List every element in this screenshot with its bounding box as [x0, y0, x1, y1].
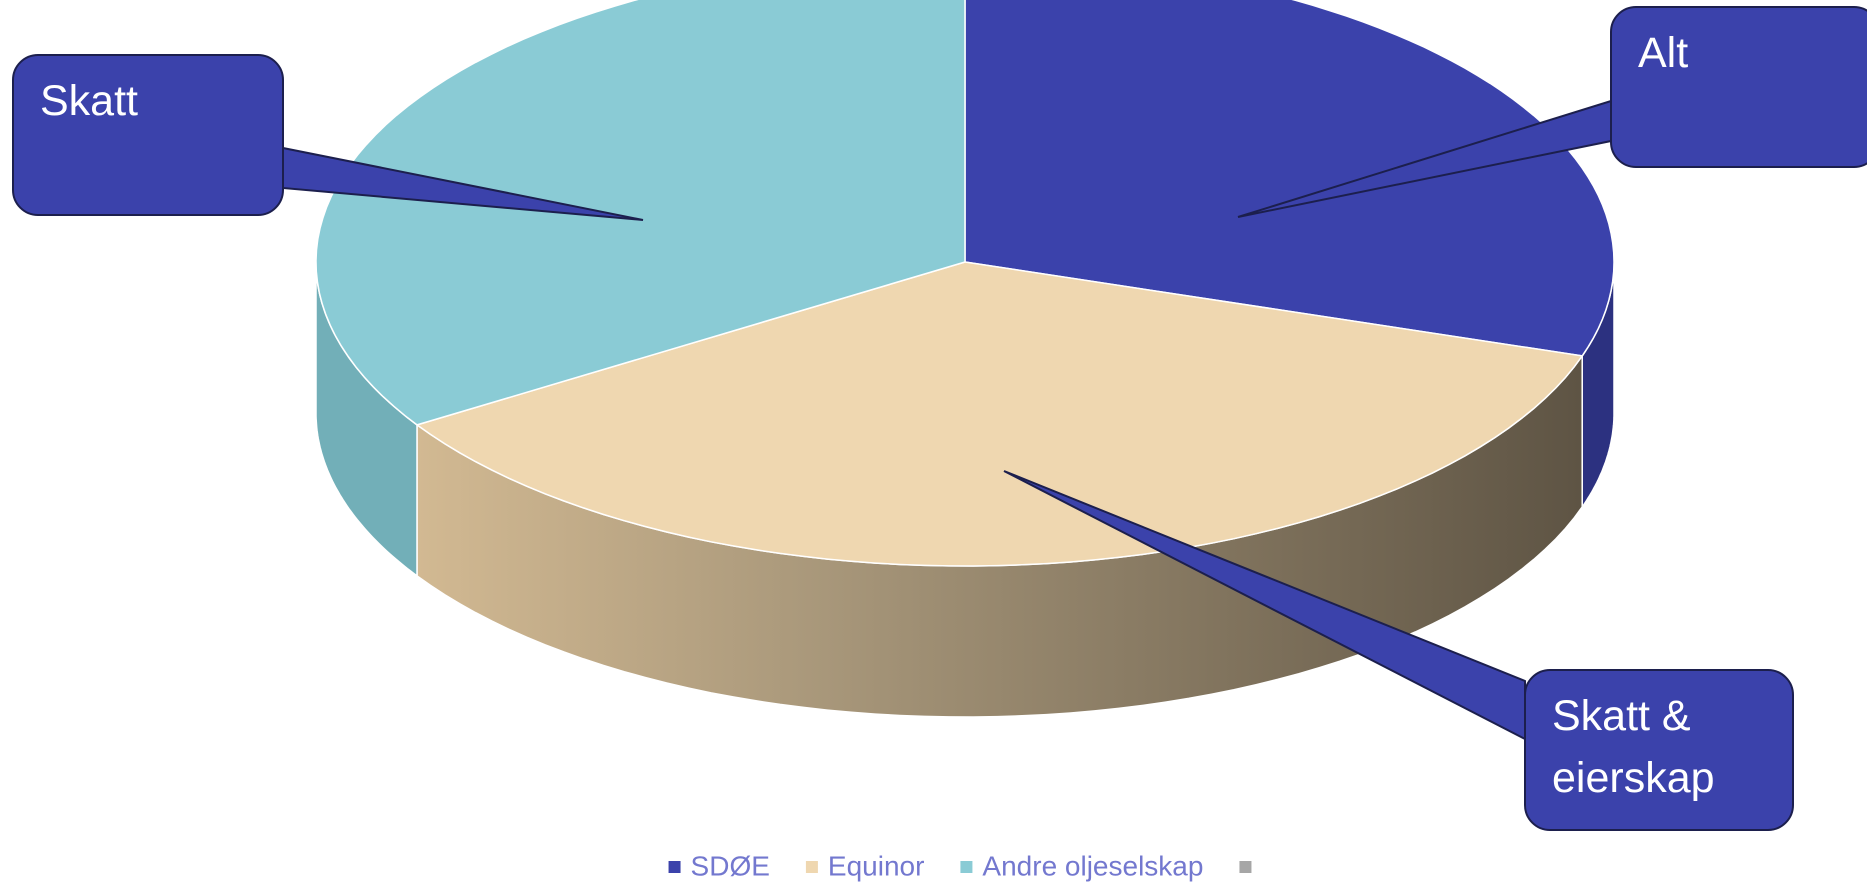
slice [964, 0, 1615, 357]
callout: Alt [1610, 6, 1867, 168]
legend-swatch [960, 861, 973, 873]
legend-swatch [1239, 861, 1252, 873]
legend-label: Equinor [828, 850, 925, 881]
callout: Skatt & eierskap [1524, 669, 1794, 831]
legend-label: SDØE [691, 850, 770, 881]
legend-label: Andre oljeselskap [982, 850, 1203, 881]
legend-swatch [668, 861, 681, 873]
callout: Skatt [12, 54, 284, 216]
slice [415, 261, 1584, 567]
slice [315, 0, 966, 426]
legend-swatch [805, 861, 818, 873]
